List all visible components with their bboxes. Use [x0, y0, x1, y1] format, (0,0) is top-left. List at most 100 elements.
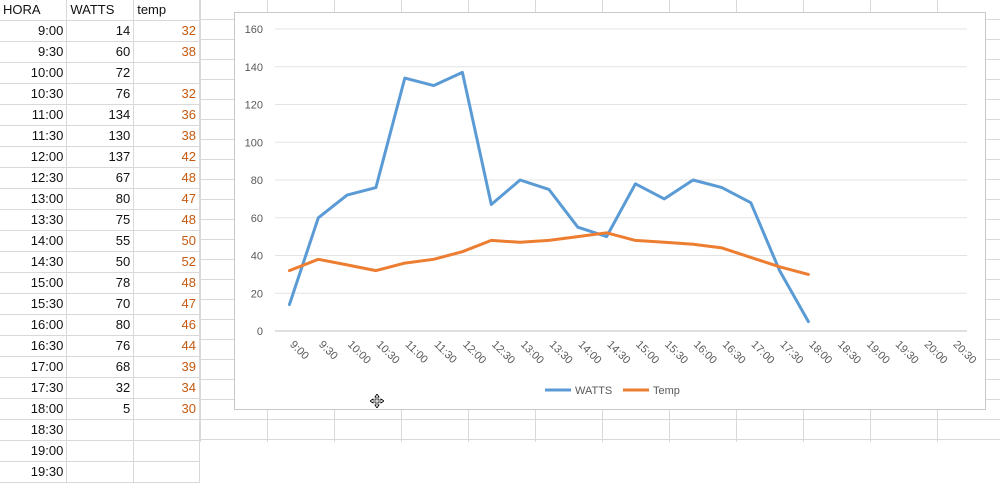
cell-temp[interactable]: 42 [133, 146, 200, 168]
cell-hora[interactable]: 14:00 [0, 230, 68, 252]
table-row: 15:00 78 48 [0, 272, 200, 294]
table-row: 10:00 72 [0, 62, 200, 84]
cell-watts[interactable]: 72 [66, 62, 135, 84]
cell-temp[interactable]: 46 [133, 314, 200, 336]
y-tick-label: 0 [257, 326, 263, 338]
table-row: 14:00 55 50 [0, 230, 200, 252]
cell-temp[interactable]: 48 [133, 272, 200, 294]
table-row: 13:30 75 48 [0, 209, 200, 231]
cell-watts[interactable] [66, 419, 135, 441]
cell-hora[interactable]: 19:30 [0, 461, 68, 483]
cell-watts[interactable]: 50 [66, 251, 135, 273]
cell-hora[interactable]: 18:00 [0, 398, 68, 420]
legend-label-temp: Temp [653, 385, 680, 397]
cell-temp[interactable]: 36 [133, 104, 200, 126]
table-row: 19:00 [0, 440, 200, 462]
cell-hora[interactable]: 15:30 [0, 293, 68, 315]
cell-temp[interactable]: 39 [133, 356, 200, 378]
cell-temp[interactable]: 38 [133, 125, 200, 147]
cell-watts[interactable]: 80 [66, 188, 135, 210]
cell-watts[interactable]: 76 [66, 335, 135, 357]
cell-hora[interactable]: 12:30 [0, 167, 68, 189]
cell-watts[interactable]: 32 [66, 377, 135, 399]
cell-hora[interactable]: 10:30 [0, 83, 68, 105]
cell-temp[interactable]: 48 [133, 209, 200, 231]
table-row: 10:30 76 32 [0, 83, 200, 105]
cell-watts[interactable]: 68 [66, 356, 135, 378]
cell-watts[interactable]: 55 [66, 230, 135, 252]
cell-temp[interactable]: 52 [133, 251, 200, 273]
cell-temp[interactable]: 47 [133, 293, 200, 315]
x-tick-label: 13:00 [518, 339, 546, 367]
table-row: 16:30 76 44 [0, 335, 200, 357]
table-row: 17:30 32 34 [0, 377, 200, 399]
cell-temp[interactable] [133, 440, 200, 462]
cell-watts[interactable]: 5 [66, 398, 135, 420]
cell-temp[interactable] [133, 461, 200, 483]
cell-watts[interactable]: 137 [66, 146, 135, 168]
cell-hora[interactable]: 16:00 [0, 314, 68, 336]
cell-watts[interactable]: 14 [66, 20, 135, 42]
header-hora[interactable]: HORA [0, 0, 68, 21]
cell-hora[interactable]: 9:00 [0, 20, 68, 42]
cell-hora[interactable]: 12:00 [0, 146, 68, 168]
cell-watts[interactable]: 134 [66, 104, 135, 126]
y-tick-label: 100 [245, 137, 263, 149]
cell-temp[interactable]: 30 [133, 398, 200, 420]
cell-watts[interactable]: 70 [66, 293, 135, 315]
cell-watts[interactable]: 67 [66, 167, 135, 189]
header-row: HORA WATTS temp [0, 0, 200, 21]
cell-watts[interactable]: 80 [66, 314, 135, 336]
cell-hora[interactable]: 17:30 [0, 377, 68, 399]
y-tick-label: 120 [245, 100, 263, 112]
x-tick-label: 9:30 [316, 339, 340, 363]
header-temp[interactable]: temp [133, 0, 200, 21]
header-watts[interactable]: WATTS [66, 0, 135, 21]
table-row: 9:00 14 32 [0, 20, 200, 42]
cell-hora[interactable]: 16:30 [0, 335, 68, 357]
cell-hora[interactable]: 15:00 [0, 272, 68, 294]
cell-hora[interactable]: 14:30 [0, 251, 68, 273]
table-row: 19:30 [0, 461, 200, 483]
line-chart[interactable]: 0 20 40 60 80 100 120 140 160 9:00 9:30 10:00 10:30 1… [234, 12, 986, 410]
cell-hora[interactable]: 19:00 [0, 440, 68, 462]
cell-watts[interactable]: 78 [66, 272, 135, 294]
cell-hora[interactable]: 11:30 [0, 125, 68, 147]
table-row: 12:00 137 42 [0, 146, 200, 168]
cell-watts[interactable]: 130 [66, 125, 135, 147]
cell-hora[interactable]: 11:00 [0, 104, 68, 126]
cell-watts[interactable] [66, 461, 135, 483]
cell-temp[interactable]: 44 [133, 335, 200, 357]
data-sheet: HORA WATTS temp 9:00 14 32 9:30 60 38 10:00 72 1… [0, 0, 200, 483]
x-tick-label: 12:30 [489, 339, 517, 367]
cell-temp[interactable]: 38 [133, 41, 200, 63]
cell-temp[interactable]: 32 [133, 83, 200, 105]
cell-hora[interactable]: 17:00 [0, 356, 68, 378]
cell-watts[interactable] [66, 440, 135, 462]
x-tick-label: 12:00 [460, 339, 488, 367]
x-tick-label: 15:30 [662, 339, 690, 367]
x-tick-label: 11:00 [403, 339, 430, 366]
cell-watts[interactable]: 75 [66, 209, 135, 231]
y-tick-label: 60 [251, 213, 263, 225]
cell-temp[interactable]: 48 [133, 167, 200, 189]
y-tick-label: 80 [251, 175, 263, 187]
x-tick-label: 20:30 [950, 339, 978, 367]
x-tick-label: 9:00 [287, 339, 311, 363]
cell-temp[interactable]: 47 [133, 188, 200, 210]
table-row: 18:00 5 30 [0, 398, 200, 420]
x-tick-label: 15:00 [633, 339, 661, 367]
cell-temp[interactable]: 50 [133, 230, 200, 252]
cell-hora[interactable]: 18:30 [0, 419, 68, 441]
cell-hora[interactable]: 10:00 [0, 62, 68, 84]
cell-hora[interactable]: 9:30 [0, 41, 68, 63]
cell-hora[interactable]: 13:00 [0, 188, 68, 210]
cell-temp[interactable] [133, 419, 200, 441]
cell-temp[interactable] [133, 62, 200, 84]
cell-watts[interactable]: 60 [66, 41, 135, 63]
cell-temp[interactable]: 32 [133, 20, 200, 42]
cell-watts[interactable]: 76 [66, 83, 135, 105]
cell-temp[interactable]: 34 [133, 377, 200, 399]
cell-hora[interactable]: 13:30 [0, 209, 68, 231]
